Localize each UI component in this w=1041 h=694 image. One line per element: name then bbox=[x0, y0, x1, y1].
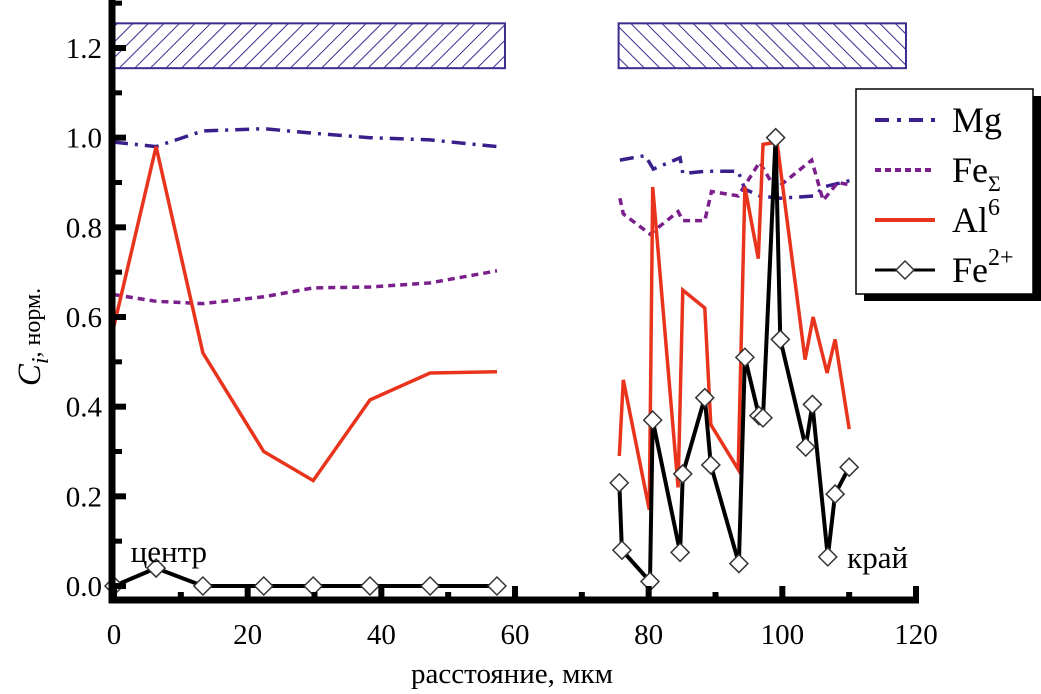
series-line bbox=[113, 565, 497, 588]
x-tick-label: 0 bbox=[107, 619, 122, 651]
data-point-marker bbox=[795, 436, 816, 458]
y-axis-title-sub: i bbox=[28, 357, 54, 364]
y-tick-label: 0.2 bbox=[66, 481, 102, 513]
x-axis-title: расстояние, мкм bbox=[411, 658, 613, 690]
y-tick-label: 1.2 bbox=[66, 33, 102, 65]
data-point-marker bbox=[700, 454, 721, 476]
legend-label: Fe2+ bbox=[952, 245, 1014, 290]
y-tick-label: 0.6 bbox=[66, 302, 102, 334]
zones-layer bbox=[113, 22, 907, 70]
legend-label: FeΣ bbox=[952, 150, 1001, 196]
annotation-edge: край bbox=[847, 540, 908, 575]
series-line bbox=[617, 140, 851, 511]
data-point-marker bbox=[802, 394, 823, 415]
data-point-marker bbox=[728, 553, 749, 574]
legend-item: Fe2+ bbox=[875, 245, 1014, 290]
series-mg bbox=[113, 126, 852, 200]
zone-edge bbox=[617, 22, 907, 70]
x-tick-label: 60 bbox=[501, 619, 530, 651]
data-point-marker bbox=[670, 542, 691, 563]
data-point-marker bbox=[734, 347, 755, 368]
data-point-marker bbox=[146, 558, 167, 579]
y-tick-label: 0.8 bbox=[66, 212, 102, 244]
data-point-marker bbox=[611, 540, 632, 561]
series-al6 bbox=[112, 140, 851, 511]
y-axis-title-main: C bbox=[12, 363, 48, 386]
series-line bbox=[113, 126, 498, 149]
series-line bbox=[113, 269, 498, 306]
legend-item: Al6 bbox=[875, 195, 1000, 240]
data-point-marker bbox=[642, 410, 663, 431]
svg-text:Ci, норм.: Ci, норм. bbox=[12, 288, 54, 386]
legend-box bbox=[855, 88, 1034, 295]
data-point-marker bbox=[359, 575, 381, 597]
legend-item: Mg bbox=[875, 100, 1002, 140]
y-axis-title-suffix: , норм. bbox=[20, 288, 46, 358]
tick-labels-layer: 0.0 0.2 0.4 0.6 0.8 1.0 1.2 0 20 40 60 80 100 120 bbox=[66, 33, 938, 651]
data-point-marker bbox=[420, 575, 441, 597]
y-tick-label: 1.0 bbox=[66, 123, 102, 155]
axes-layer bbox=[108, 0, 919, 604]
data-point-marker bbox=[694, 387, 715, 408]
data-point-marker bbox=[839, 457, 860, 478]
legend-label: Al6 bbox=[952, 195, 1000, 240]
data-point-marker bbox=[752, 407, 774, 428]
y-axis-title: Ci, норм. bbox=[12, 288, 54, 386]
data-point-marker bbox=[486, 575, 508, 597]
data-point-marker bbox=[817, 546, 838, 567]
series-line bbox=[618, 157, 850, 237]
data-point-marker bbox=[825, 484, 846, 505]
data-point-marker bbox=[765, 127, 786, 148]
data-point-marker bbox=[609, 472, 630, 493]
data-point-marker bbox=[770, 329, 791, 350]
x-tick-label: 120 bbox=[894, 619, 938, 651]
legend-label: Mg bbox=[952, 100, 1002, 140]
legend-item: FeΣ bbox=[875, 150, 1001, 196]
y-tick-label: 0.4 bbox=[66, 392, 103, 424]
annotation-center: центр bbox=[131, 534, 207, 569]
x-tick-label: 40 bbox=[367, 619, 396, 651]
zone-center bbox=[113, 22, 506, 70]
x-tick-label: 100 bbox=[761, 619, 805, 651]
x-tick-label: 80 bbox=[634, 619, 663, 651]
data-point-marker bbox=[253, 575, 274, 597]
x-tick-label: 20 bbox=[233, 619, 262, 651]
series-layer bbox=[103, 126, 860, 597]
legend-marker bbox=[894, 259, 916, 281]
y-tick-label: 0.0 bbox=[66, 571, 102, 603]
data-point-marker bbox=[192, 575, 213, 597]
data-point-marker bbox=[672, 463, 693, 484]
series-line bbox=[112, 146, 498, 483]
series-line bbox=[619, 153, 852, 200]
series-fe bbox=[113, 157, 850, 306]
